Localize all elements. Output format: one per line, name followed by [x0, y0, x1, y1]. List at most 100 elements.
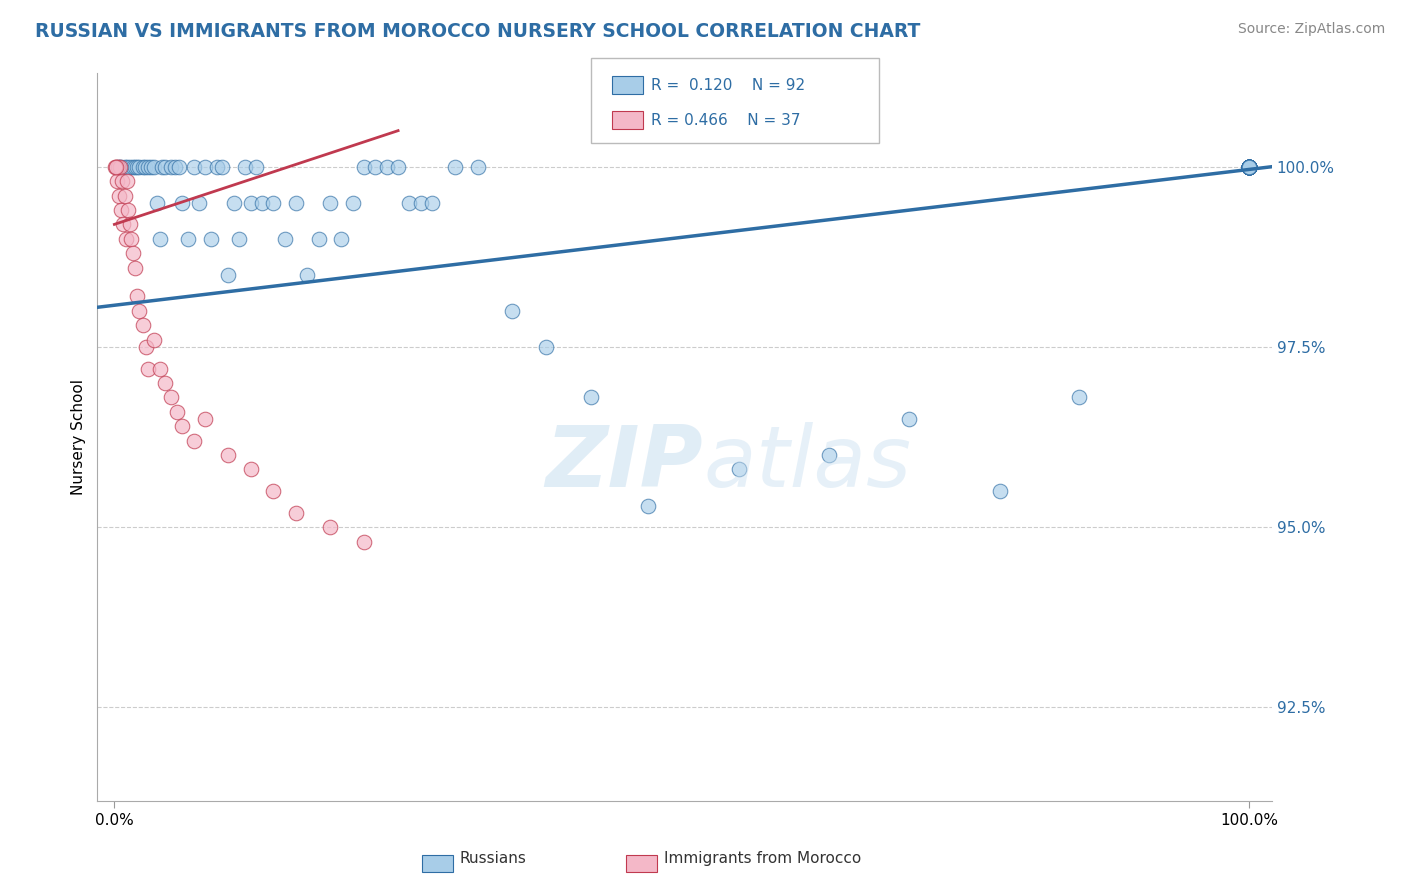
Point — [120, 160, 142, 174]
Point — [222, 195, 245, 210]
Point — [818, 448, 841, 462]
Point — [125, 289, 148, 303]
Point — [120, 232, 142, 246]
Point — [160, 160, 183, 174]
Point — [149, 361, 172, 376]
Point — [262, 484, 284, 499]
Point — [1237, 160, 1260, 174]
Point — [112, 218, 135, 232]
Point — [139, 160, 162, 174]
Point — [727, 462, 749, 476]
Point — [188, 195, 211, 210]
Point — [342, 195, 364, 210]
Point — [217, 268, 239, 282]
Point — [107, 160, 129, 174]
Point — [1237, 160, 1260, 174]
Point — [353, 160, 375, 174]
Point — [146, 195, 169, 210]
Point — [375, 160, 398, 174]
Point — [1237, 160, 1260, 174]
Point — [319, 520, 342, 534]
Point — [115, 174, 138, 188]
Point — [172, 419, 194, 434]
Point — [104, 160, 127, 174]
Y-axis label: Nursery School: Nursery School — [72, 379, 86, 495]
Point — [108, 160, 131, 174]
Point — [1237, 160, 1260, 174]
Point — [172, 195, 194, 210]
Point — [239, 195, 262, 210]
Point — [1237, 160, 1260, 174]
Point — [534, 340, 557, 354]
Point — [121, 160, 143, 174]
Point — [194, 160, 217, 174]
Point — [183, 434, 205, 448]
Point — [398, 195, 420, 210]
Point — [108, 188, 131, 202]
Point — [1237, 160, 1260, 174]
Point — [988, 484, 1011, 499]
Point — [155, 376, 177, 390]
Point — [217, 448, 239, 462]
Point — [239, 462, 262, 476]
Point — [637, 499, 659, 513]
Point — [409, 195, 432, 210]
Point — [115, 160, 138, 174]
Point — [211, 160, 233, 174]
Point — [194, 412, 217, 426]
Point — [1237, 160, 1260, 174]
Point — [284, 195, 307, 210]
Point — [1237, 160, 1260, 174]
Point — [245, 160, 267, 174]
Point — [177, 232, 200, 246]
Point — [155, 160, 177, 174]
Point — [128, 160, 150, 174]
Point — [1237, 160, 1260, 174]
Point — [297, 268, 319, 282]
Point — [1237, 160, 1260, 174]
Text: ZIP: ZIP — [546, 422, 703, 506]
Point — [135, 340, 157, 354]
Point — [105, 174, 128, 188]
Point — [132, 160, 155, 174]
Point — [104, 160, 127, 174]
Point — [167, 160, 190, 174]
Point — [1237, 160, 1260, 174]
Point — [284, 506, 307, 520]
Point — [166, 405, 188, 419]
Point — [420, 195, 443, 210]
Point — [114, 160, 136, 174]
Point — [1237, 160, 1260, 174]
Point — [128, 304, 150, 318]
Text: Source: ZipAtlas.com: Source: ZipAtlas.com — [1237, 22, 1385, 37]
Text: atlas: atlas — [703, 422, 911, 506]
Point — [1237, 160, 1260, 174]
Point — [114, 188, 136, 202]
Point — [443, 160, 465, 174]
Point — [262, 195, 284, 210]
Point — [319, 195, 342, 210]
Point — [150, 160, 173, 174]
Point — [1237, 160, 1260, 174]
Point — [233, 160, 256, 174]
Point — [143, 160, 166, 174]
Point — [1237, 160, 1260, 174]
Point — [108, 160, 131, 174]
Point — [1237, 160, 1260, 174]
Point — [1237, 160, 1260, 174]
Point — [114, 232, 136, 246]
Point — [228, 232, 250, 246]
Point — [1237, 160, 1260, 174]
Point — [124, 160, 146, 174]
Point — [138, 361, 160, 376]
Point — [183, 160, 205, 174]
Point — [134, 160, 156, 174]
Point — [1237, 160, 1260, 174]
Point — [501, 304, 523, 318]
Point — [1237, 160, 1260, 174]
Text: RUSSIAN VS IMMIGRANTS FROM MOROCCO NURSERY SCHOOL CORRELATION CHART: RUSSIAN VS IMMIGRANTS FROM MOROCCO NURSE… — [35, 22, 921, 41]
Point — [467, 160, 489, 174]
Point — [110, 202, 132, 217]
Point — [250, 195, 273, 210]
Point — [121, 246, 143, 260]
